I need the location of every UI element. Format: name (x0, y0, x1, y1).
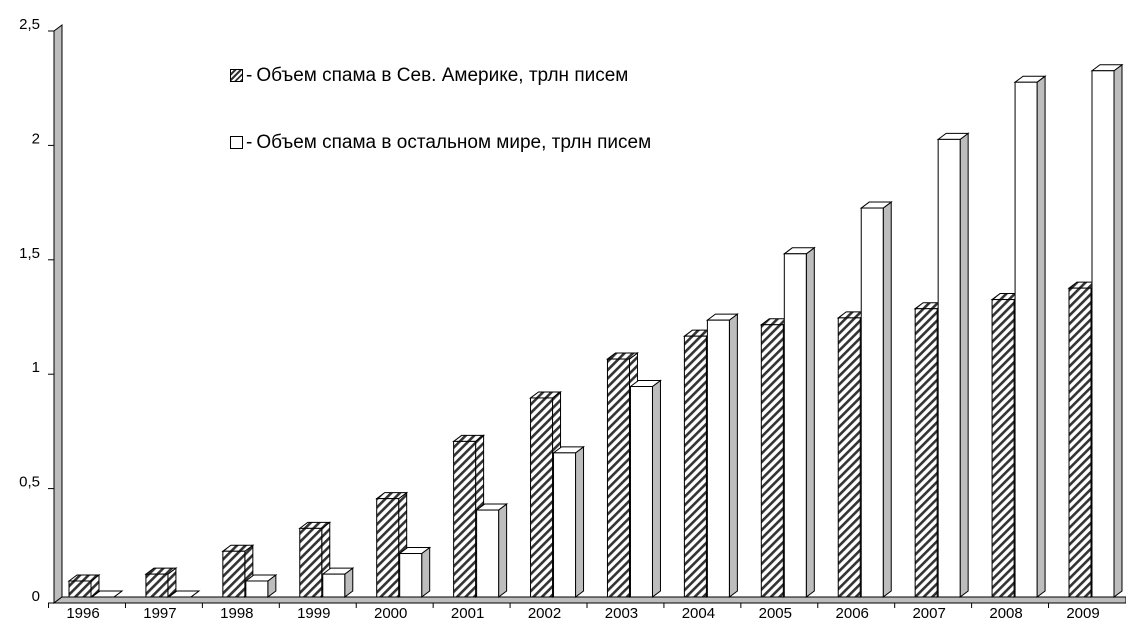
bar (530, 397, 554, 598)
bar-group (705, 313, 739, 598)
bar-top (90, 590, 124, 598)
bar (860, 207, 884, 598)
bar-top (167, 590, 201, 598)
bar (299, 527, 323, 598)
bar-group (90, 590, 124, 598)
y-tick-label: 1 (32, 359, 40, 376)
legend-item: - Объем спама в Сев. Америке, трлн писем (230, 64, 720, 87)
bar (683, 335, 707, 598)
bar-group (244, 573, 278, 598)
bar-group (859, 201, 893, 598)
x-tick-label: 2001 (451, 605, 484, 622)
bar-side (805, 246, 815, 598)
legend-dash: - (246, 65, 253, 86)
bar-side (421, 546, 431, 598)
bar (837, 317, 861, 598)
bar-group (552, 445, 586, 598)
legend-swatch (230, 69, 243, 82)
bar (476, 509, 500, 598)
x-tick-label: 1997 (143, 605, 176, 622)
bar-group (628, 379, 662, 598)
bar (68, 580, 92, 598)
bar-group (321, 567, 355, 598)
bar-group (1013, 75, 1047, 598)
bar (991, 299, 1015, 598)
x-tick-label: 2003 (605, 605, 638, 622)
x-tick-label: 2007 (912, 605, 945, 622)
x-tick-label: 2000 (374, 605, 407, 622)
x-tick-label: 1996 (66, 605, 99, 622)
bar (1014, 81, 1038, 598)
bar (1068, 287, 1092, 598)
bar (553, 452, 577, 598)
legend-label: Объем спама в Сев. Америке, трлн писем (256, 65, 629, 86)
legend-dash: - (246, 132, 253, 153)
legend-label: Объем спама в остальном мире, трлн писем (256, 132, 652, 153)
x-tick-label: 2004 (682, 605, 715, 622)
bar (222, 550, 246, 598)
back-wall-left (53, 24, 63, 604)
bar-side (651, 379, 661, 598)
bar (606, 358, 630, 598)
bar (145, 573, 169, 598)
x-tick-label: 2008 (989, 605, 1022, 622)
legend-swatch (230, 136, 243, 149)
bar-group (936, 132, 970, 598)
x-tick-label: 1998 (220, 605, 253, 622)
y-tick-label: 1,5 (19, 245, 40, 262)
bar (760, 324, 784, 598)
floor (52, 596, 1126, 604)
bar (376, 498, 400, 598)
bar-group (67, 573, 101, 598)
y-tick-label: 0,5 (19, 474, 40, 491)
bar-side (1036, 75, 1046, 598)
y-tick-label: 2,5 (19, 16, 40, 33)
y-tick-label: 2 (32, 130, 40, 147)
bar-side (575, 445, 585, 598)
x-tick-label: 1999 (297, 605, 330, 622)
bar (783, 253, 807, 598)
legend-item: - Объем спама в остальном мире, трлн пис… (230, 131, 720, 154)
bar-side (498, 503, 508, 598)
x-tick-label: 2005 (759, 605, 792, 622)
bar-group (221, 544, 255, 598)
bar-group (782, 246, 816, 598)
bar (245, 580, 269, 598)
x-tick-label: 2006 (836, 605, 869, 622)
bar-side (728, 313, 738, 598)
bar-group (144, 567, 178, 598)
bar-group (398, 546, 432, 598)
bar (937, 138, 961, 598)
bar-side (882, 201, 892, 598)
bar (1091, 70, 1115, 598)
bar (322, 573, 346, 598)
bar-group (1090, 63, 1124, 598)
bar-group (167, 590, 201, 598)
x-tick-label: 2002 (528, 605, 561, 622)
bar-side (1113, 63, 1123, 598)
bar (914, 308, 938, 598)
y-tick-label: 0 (32, 588, 40, 605)
bar-side (959, 132, 969, 598)
bar-group (475, 503, 509, 598)
bar (453, 440, 477, 598)
bar (706, 319, 730, 598)
bar (399, 553, 423, 598)
bar (629, 386, 653, 598)
x-tick-label: 2009 (1066, 605, 1099, 622)
